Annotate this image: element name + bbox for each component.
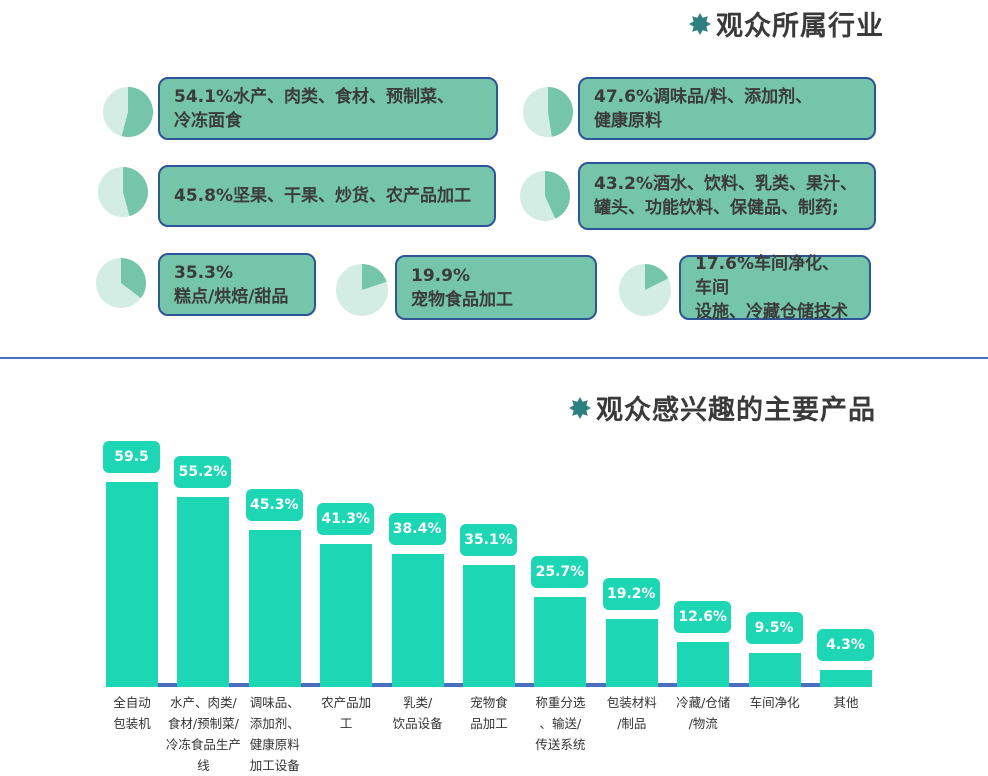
industry-box: 45.8%坚果、干果、炒货、农产品加工	[158, 165, 496, 227]
x-tick-label: 乳类/ 饮品设备	[392, 695, 443, 731]
data-label: 59.5	[103, 441, 160, 473]
x-tick-label: 调味品、 添加剂、 健康原料 加工设备	[249, 695, 300, 773]
industry-text: 35.3%	[174, 262, 233, 283]
star-icon	[569, 396, 591, 419]
industry-box: 17.6%车间净化、车间设施、冷藏仓储技术	[679, 253, 871, 322]
pie-slice	[123, 167, 148, 217]
pie-slice	[121, 87, 153, 137]
industry-box: 19.9% 宠物食品加工	[395, 255, 597, 320]
x-tick-label: 全自动 包装机	[113, 695, 151, 731]
pie-chart	[103, 87, 153, 137]
bar	[534, 597, 587, 687]
bar	[320, 544, 373, 687]
industry-text: 43.2%酒水、饮料、乳类、果汁、	[594, 174, 857, 194]
x-tick-label: 冷藏/仓储 /物流	[676, 695, 731, 731]
industry-box: 43.2%酒水、饮料、乳类、果汁、 罐头、功能饮料、保健品、制药;	[578, 162, 876, 230]
industry-title-text: 观众所属行业	[716, 11, 884, 42]
pie-chart	[98, 167, 148, 217]
x-tick-label: 其他	[833, 695, 859, 710]
data-label: 35.1%	[460, 524, 517, 557]
pie-chart	[96, 258, 146, 308]
bar	[463, 565, 515, 687]
x-tick-label: 包装材料 /制品	[606, 695, 657, 731]
industry-text: 糕点/烘焙/甜品	[174, 286, 289, 307]
section-divider	[0, 357, 988, 359]
data-label: 12.6%	[674, 601, 732, 633]
x-tick-label: 车间净化	[749, 695, 800, 710]
chart-title: 观众感兴趣的主要产品	[568, 388, 876, 427]
pie-slice	[362, 264, 387, 290]
chart-title-text: 观众感兴趣的主要产品	[596, 395, 876, 426]
industry-title: 观众所属行业	[688, 4, 884, 43]
industry-text: 设施、冷藏仓储技术	[695, 301, 848, 322]
pie-chart	[336, 264, 388, 316]
data-label: 9.5%	[745, 611, 803, 644]
pie-slice	[645, 264, 669, 290]
industry-box: 35.3% 糕点/烘焙/甜品	[158, 253, 316, 316]
bar	[820, 670, 872, 687]
pie-chart	[520, 171, 570, 221]
bar	[177, 496, 230, 687]
data-label: 19.2%	[602, 578, 660, 611]
bar	[605, 619, 658, 687]
industry-text: 54.1%水产、肉类、食材、预制菜、	[174, 86, 454, 107]
x-tick-label: 水产、肉类/ 食材/预制菜/ 冷冻食品生产 线	[165, 695, 241, 773]
industry-box: 47.6%调味品/料、添加剂、 健康原料	[578, 77, 876, 140]
data-label: 55.2%	[174, 455, 232, 488]
industry-text: 17.6%车间净化、车间	[695, 253, 839, 298]
industry-text: 冷冻面食	[174, 110, 242, 131]
pie-chart	[619, 264, 671, 316]
bar	[106, 482, 158, 687]
pie-slice	[545, 171, 570, 219]
bar	[391, 553, 444, 687]
pie-slice	[548, 87, 573, 137]
data-label: 41.3%	[317, 503, 375, 536]
pie-chart	[523, 87, 573, 137]
bar	[248, 530, 301, 687]
bar	[677, 642, 730, 687]
industry-text: 19.9%	[411, 265, 470, 286]
data-label: 45.3%	[245, 489, 303, 522]
industry-text: 健康原料	[594, 110, 662, 131]
industry-text: 宠物食品加工	[411, 289, 513, 310]
x-tick-label: 称重分选 、输送/ 传送系统	[535, 695, 586, 752]
industry-text: 罐头、功能饮料、保健品、制药;	[594, 198, 839, 218]
industry-text: 47.6%调味品/料、添加剂、	[594, 86, 813, 107]
data-label: 38.4%	[388, 512, 446, 545]
data-label: 4.3%	[817, 629, 874, 662]
x-tick-label: 农产品加 工	[321, 695, 372, 731]
x-tick-label: 宠物食 品加工	[470, 695, 508, 731]
data-label: 25.7%	[531, 556, 589, 589]
bar	[748, 652, 801, 687]
star-icon	[689, 12, 711, 35]
pie-slice	[121, 258, 146, 299]
industry-text: 45.8%坚果、干果、炒货、农产品加工	[174, 186, 471, 206]
industry-box: 54.1%水产、肉类、食材、预制菜、 冷冻面食	[158, 77, 498, 140]
